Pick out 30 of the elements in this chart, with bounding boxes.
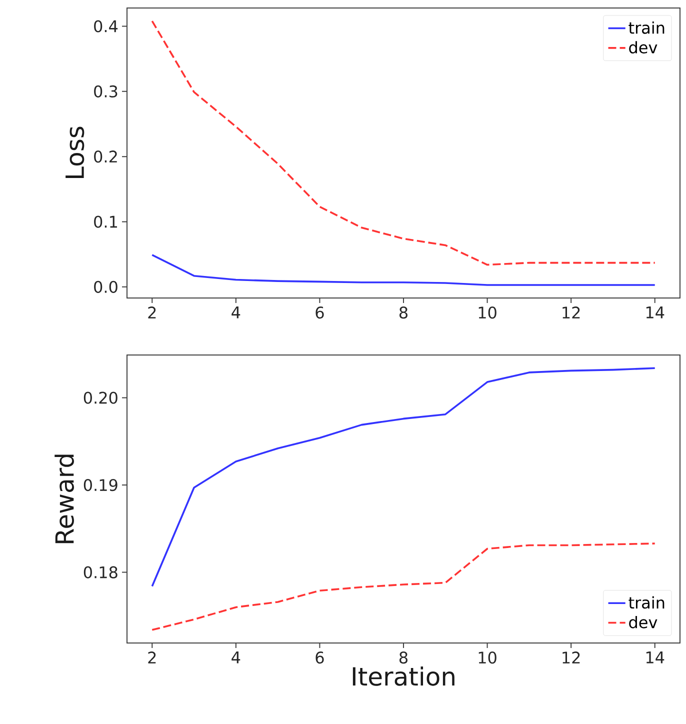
- x-tick-label: 12: [562, 652, 580, 664]
- y-tick-label: 0.20: [84, 392, 118, 404]
- y-tick-label: 0.2: [94, 150, 117, 163]
- y-tick-label: 0.4: [94, 20, 118, 32]
- y-axis-title: Reward: [54, 454, 74, 544]
- x-tick-label: 6: [316, 652, 324, 664]
- x-axis-title: Iteration: [352, 666, 454, 686]
- x-tick-label: 12: [562, 306, 580, 318]
- x-tick-label: 14: [646, 306, 664, 318]
- y-tick-label: 0.19: [84, 478, 118, 492]
- legend-label: dev: [629, 41, 658, 54]
- x-tick-label: 4: [232, 306, 240, 318]
- y-tick-label: 0.0: [94, 280, 118, 293]
- y-tick-label: 0.3: [94, 85, 118, 98]
- x-tick-label: 14: [646, 652, 664, 664]
- line-series: [151, 367, 656, 588]
- legend-label: train: [628, 596, 664, 609]
- x-tick-label: 10: [478, 652, 496, 664]
- y-axis-title: Loss: [66, 126, 84, 178]
- x-tick-label: 8: [399, 652, 408, 664]
- x-tick-label: 6: [316, 306, 324, 319]
- x-tick-label: 2: [148, 306, 156, 318]
- y-tick-label: 0.18: [84, 566, 118, 578]
- x-tick-label: 8: [399, 306, 408, 319]
- y-tick-label: 0.1: [94, 216, 117, 228]
- x-tick-label: 2: [148, 652, 156, 664]
- legend-label: dev: [629, 616, 658, 628]
- x-tick-label: 4: [232, 652, 240, 664]
- x-tick-label: 10: [478, 306, 496, 319]
- legend-label: train: [628, 21, 664, 34]
